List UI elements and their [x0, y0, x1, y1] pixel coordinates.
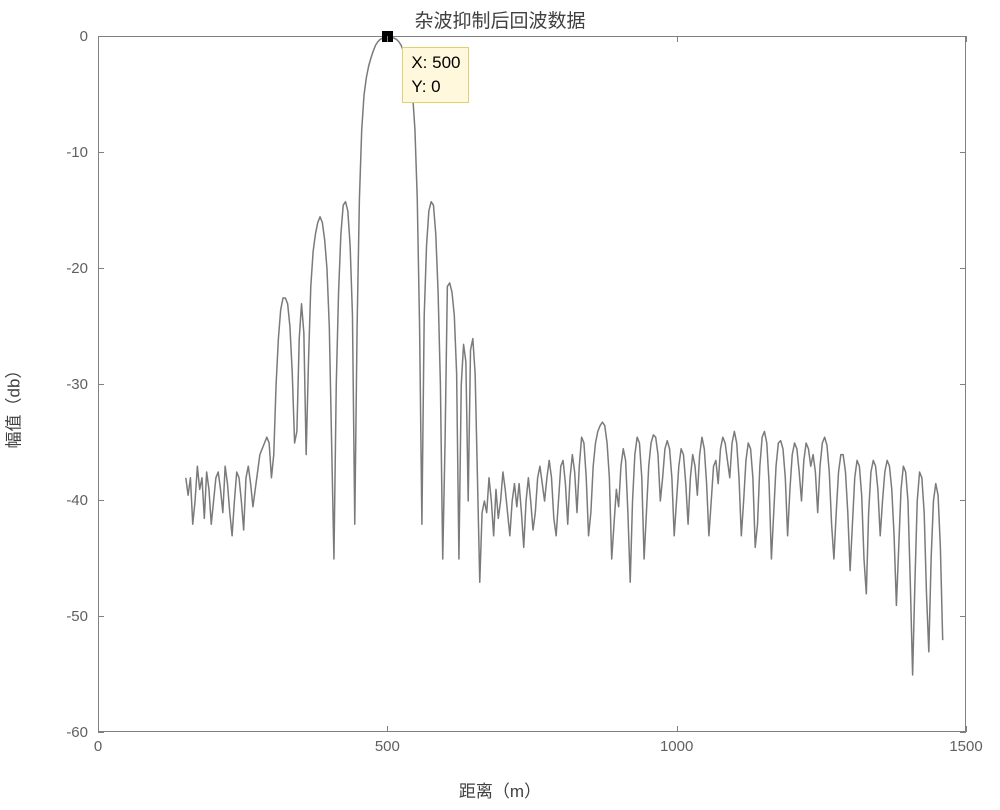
- y-tick-label: -20: [66, 260, 88, 277]
- datatip-box[interactable]: X: 500 Y: 0: [402, 47, 469, 103]
- y-axis-label: 幅值（db）: [0, 362, 25, 449]
- chart-title: 杂波抑制后回波数据: [0, 6, 1000, 33]
- x-tick-label: 0: [68, 738, 128, 755]
- datatip-line-x: X: 500: [411, 51, 460, 75]
- y-tick-label: 0: [80, 28, 88, 45]
- x-tick-label: 500: [357, 738, 417, 755]
- y-tick-label: -40: [66, 492, 88, 509]
- y-tick-label: -50: [66, 608, 88, 625]
- line-plot-svg: [99, 37, 967, 733]
- x-axis-label: 距离（m）: [0, 777, 1000, 802]
- y-tick-label: -30: [66, 376, 88, 393]
- x-tick-label: 1000: [647, 738, 707, 755]
- chart-container: 杂波抑制后回波数据 幅值（db） 距离（m） X: 500 Y: 0 -60-5…: [0, 0, 1000, 810]
- signal-line: [186, 37, 943, 675]
- x-tick-label: 1500: [936, 738, 996, 755]
- y-tick-label: -10: [66, 144, 88, 161]
- datatip-line-y: Y: 0: [411, 75, 460, 99]
- plot-area: X: 500 Y: 0: [98, 36, 966, 732]
